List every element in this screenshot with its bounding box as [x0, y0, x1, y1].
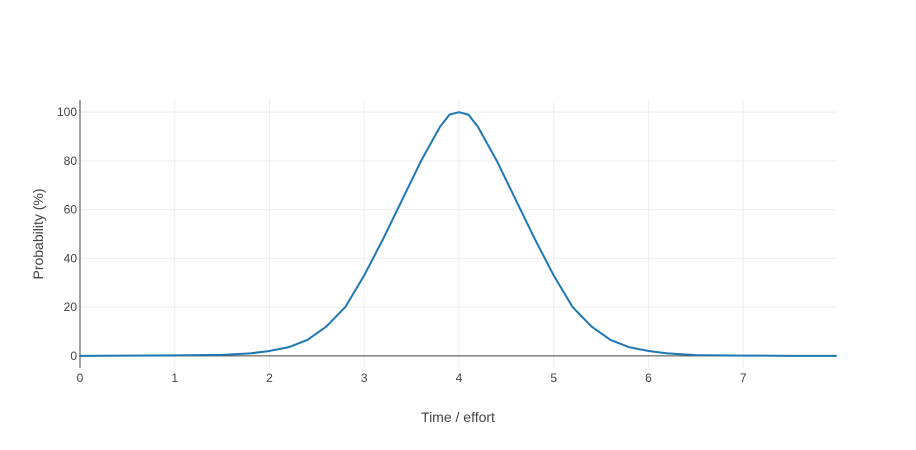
y-tick-label: 40 [64, 251, 78, 265]
x-tick-label: 4 [456, 371, 463, 385]
y-tick-label: 20 [64, 300, 78, 314]
x-tick-label: 3 [361, 371, 368, 385]
x-tick-label: 5 [550, 371, 557, 385]
y-tick-label: 0 [70, 349, 77, 363]
axes [79, 100, 836, 368]
x-tick-label: 1 [171, 371, 178, 385]
x-axis-title: Time / effort [421, 409, 495, 425]
y-tick-label: 60 [64, 203, 78, 217]
y-tick-label: 100 [57, 105, 77, 119]
x-tick-label: 2 [266, 371, 273, 385]
x-tick-label: 0 [77, 371, 84, 385]
tick-labels: 0 1 2 3 4 5 6 7 0 20 40 60 80 100 [57, 105, 747, 385]
grid [80, 100, 836, 368]
x-tick-label: 7 [740, 371, 747, 385]
series-line [79, 111, 837, 357]
y-tick-label: 80 [64, 154, 78, 168]
y-axis-title: Probability (%) [30, 188, 46, 279]
x-tick-label: 6 [645, 371, 652, 385]
series-layer [79, 111, 837, 357]
